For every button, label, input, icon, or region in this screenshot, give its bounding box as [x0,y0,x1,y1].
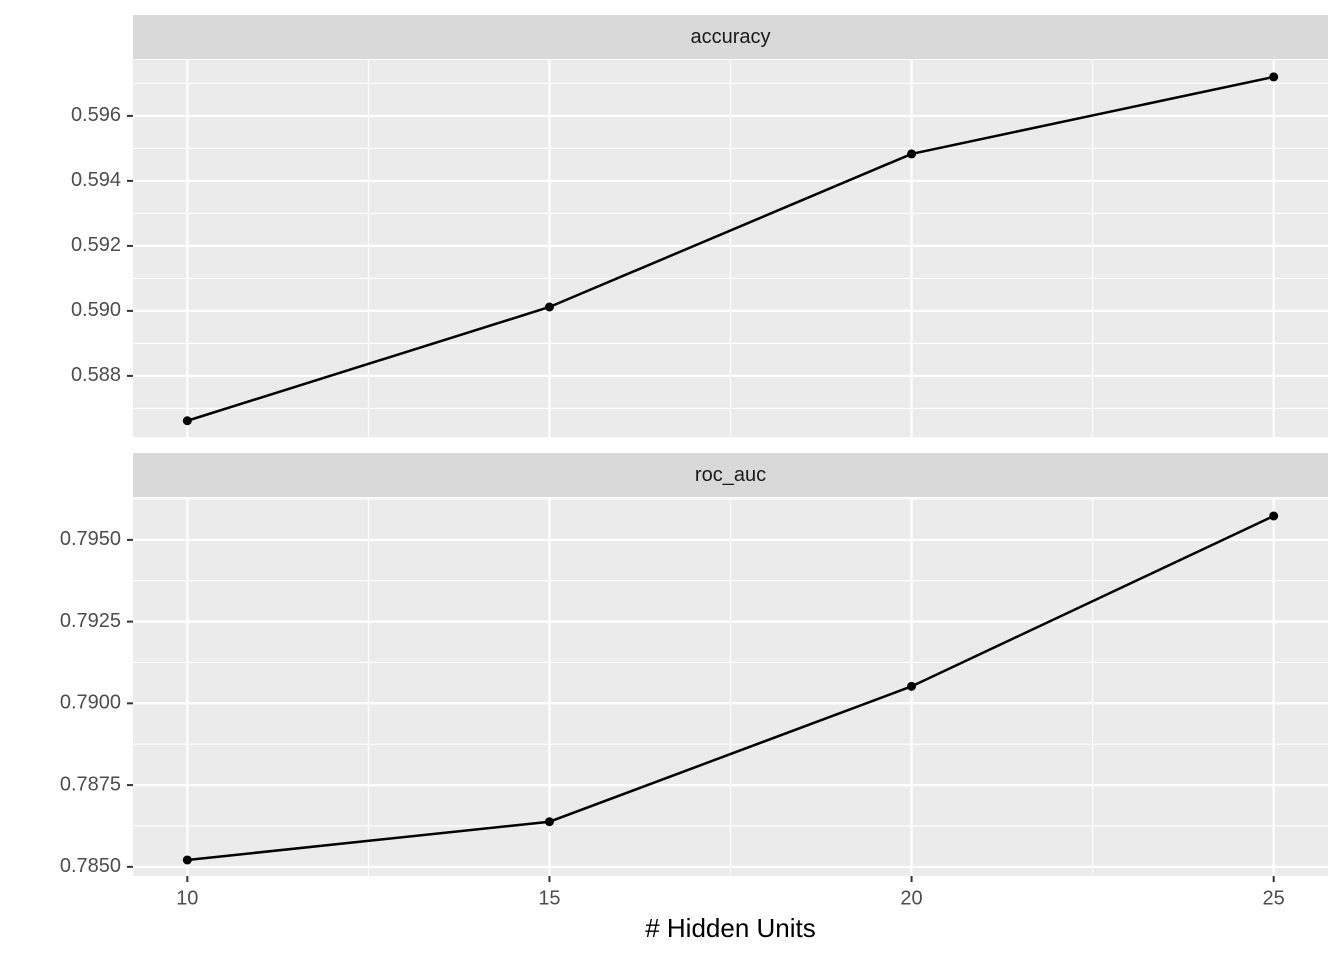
y-tick-label: 0.7925 [60,610,121,632]
line [187,514,1275,862]
y-tick-label: 0.594 [71,169,121,191]
line [186,75,1274,422]
y-tick-label: 0.592 [71,234,121,256]
x-tick-label: 20 [900,887,922,909]
point [907,681,917,691]
point [544,817,554,827]
point [907,149,917,159]
point [544,302,554,312]
x-axis-title: # Hidden Units [645,913,816,943]
y-tick-label: 0.588 [71,364,121,386]
y-tick-label: 0.7875 [60,773,121,795]
point [182,855,192,865]
strip [133,15,1328,59]
strip-title: roc_auc [695,464,766,486]
y-tick-label: 0.596 [71,104,121,126]
point [1269,72,1279,82]
y-tick-label: 0.590 [71,299,121,321]
y-tick-label: 0.7950 [60,528,121,550]
strip [133,453,1328,497]
y-tick-label: 0.7850 [60,855,121,877]
point [182,416,192,426]
x-tick-label: 25 [1263,887,1285,909]
x-tick-label: 10 [176,887,198,909]
y-tick-label: 0.7900 [60,692,121,714]
x-tick-label: 15 [538,887,560,909]
point [1269,511,1279,521]
strip-title: accuracy [690,26,770,48]
